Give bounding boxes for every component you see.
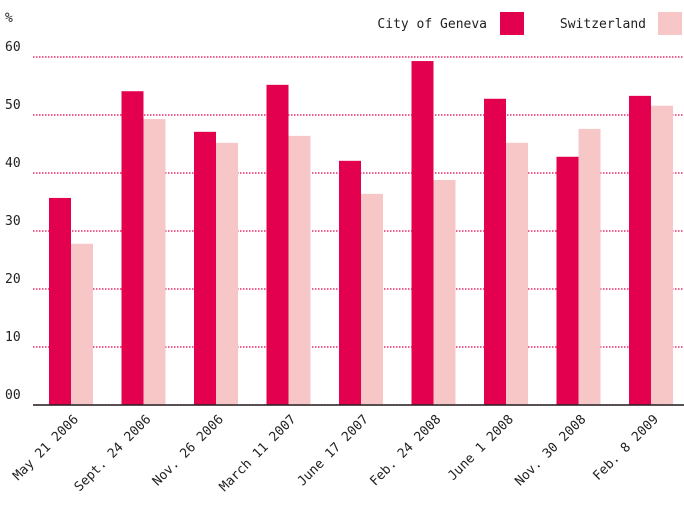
y-tick-label: 60: [5, 40, 21, 55]
bar: [71, 243, 93, 405]
bar: [266, 84, 289, 405]
bar: [411, 61, 434, 406]
bar: [361, 193, 383, 405]
legend-label: City of Geneva: [377, 17, 487, 32]
y-tick-label: 30: [5, 214, 21, 229]
x-tick-label: Sept. 24 2006: [72, 412, 155, 495]
y-tick-label: 40: [5, 156, 21, 171]
legend-swatch: [500, 12, 524, 35]
x-tick-label: Feb. 8 2009: [590, 412, 661, 483]
bar: [651, 105, 673, 405]
y-tick-label: 50: [5, 98, 21, 113]
x-tick-label: June 17 2007: [295, 412, 372, 489]
bar: [506, 142, 528, 405]
bar: [629, 95, 651, 406]
x-tick-label: Nov. 30 2008: [512, 412, 589, 489]
y-tick-label: 00: [5, 388, 21, 403]
bar: [556, 156, 579, 405]
bar: [121, 91, 144, 405]
bar: [143, 119, 166, 405]
bar: [194, 131, 216, 405]
bar: [288, 135, 311, 405]
bar: [49, 197, 71, 405]
legend-label: Switzerland: [560, 17, 646, 32]
bar: [578, 128, 601, 406]
x-tick-label: Nov. 26 2006: [150, 412, 227, 489]
x-tick-label: Feb. 24 2008: [367, 412, 444, 489]
legend-swatch: [658, 12, 682, 35]
x-tick-label: May 21 2006: [10, 412, 81, 483]
x-tick-label: March 11 2007: [217, 412, 300, 495]
bar: [339, 160, 361, 405]
bar: [433, 179, 456, 405]
bar: [484, 98, 506, 405]
y-tick-label: 10: [5, 330, 21, 345]
y-tick-label: 20: [5, 272, 21, 287]
bar: [216, 142, 238, 405]
y-axis-label: %: [5, 11, 13, 26]
x-tick-label: June 1 2008: [445, 412, 516, 483]
